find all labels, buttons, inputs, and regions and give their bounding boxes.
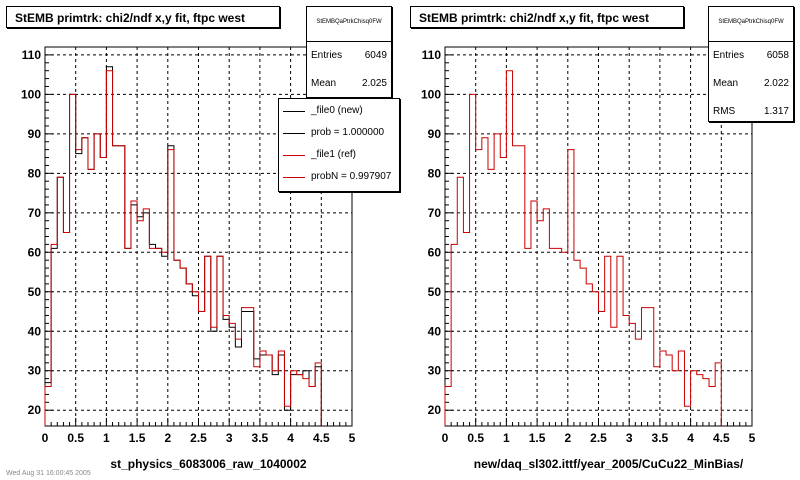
y-tick-label: 90 [428, 127, 442, 141]
x-tick-label: 3.5 [252, 431, 269, 445]
stats-name: StEMBQaPtrkChisq0FW [307, 7, 391, 42]
y-tick-label: 80 [28, 166, 42, 180]
chart-title: StEMB primtrk: chi2/ndf x,y fit, ftpc we… [410, 6, 684, 28]
x-tick-label: 3.5 [652, 431, 669, 445]
y-tick-label: 30 [28, 364, 42, 378]
x-tick-label: 2 [164, 431, 171, 445]
legend: _file0 (new) prob = 1.000000 _file1 (ref… [278, 98, 400, 192]
x-tick-label: 5 [349, 431, 356, 445]
y-tick-label: 20 [28, 403, 42, 417]
histogram-series [444, 70, 722, 426]
stats-rms-label: RMS [713, 106, 736, 117]
x-tick-label: 2.5 [590, 431, 607, 445]
x-tick-label: 2 [564, 431, 571, 445]
x-tick-label: 3 [226, 431, 233, 445]
legend-entry-new: _file0 (new) [279, 103, 399, 119]
stats-mean-label: Mean [311, 78, 337, 89]
x-tick-label: 0.5 [467, 431, 484, 445]
stats-name: StEMBQaPtrkChisq0FW [709, 7, 793, 42]
y-tick-label: 50 [428, 285, 442, 299]
stats-entries-value: 6049 [364, 50, 387, 61]
x-tick-label: 1 [503, 431, 510, 445]
legend-label-ref: _file1 (ref) [311, 149, 357, 160]
y-tick-label: 70 [28, 206, 42, 220]
right-chart-svg: 0 0.5 1 1.5 2 2.5 3 3.5 4 4.5 5 20 30 40 50 60 70 80 90 100… [421, 46, 756, 471]
legend-entry-probn: probN = 0.997907 [279, 169, 399, 185]
stats-box: StEMBQaPtrkChisq0FW Entries 6049 Mean 2.02… [306, 6, 392, 98]
x-tick-label: 2.5 [190, 431, 207, 445]
y-tick-label: 110 [422, 48, 442, 62]
stats-mean-value: 2.025 [361, 78, 387, 89]
y-tick-label: 20 [428, 403, 442, 417]
stats-mean-value: 2.022 [763, 78, 789, 89]
x-tick-label: 4.5 [313, 431, 330, 445]
y-tick-label: 80 [428, 166, 442, 180]
y-tick-label: 90 [28, 127, 42, 141]
legend-label-probn: probN = 0.997907 [311, 171, 392, 182]
x-tick-label: 0.5 [67, 431, 84, 445]
y-tick-label: 60 [428, 245, 442, 259]
stats-box: StEMBQaPtrkChisq0FW Entries 6058 Mean 2.02… [708, 6, 794, 122]
stats-entries-value: 6058 [766, 50, 789, 61]
plot-frame [444, 46, 753, 427]
right-chart-panel: StEMB primtrk: chi2/ndf x,y fit, ftpc we… [400, 0, 800, 480]
y-tick-label: 60 [28, 245, 42, 259]
legend-label-prob: prob = 1.000000 [311, 127, 385, 138]
y-tick-label: 50 [28, 285, 42, 299]
x-tick-label: 4 [687, 431, 694, 445]
legend-label-new: _file0 (new) [311, 105, 363, 116]
stats-entries-label: Entries [311, 50, 343, 61]
x-tick-label: 0 [42, 431, 49, 445]
stats-mean-label: Mean [713, 78, 739, 89]
x-tick-label: 4.5 [713, 431, 730, 445]
stats-rms-value: 1.317 [763, 106, 789, 117]
x-tick-label: 3 [626, 431, 633, 445]
legend-entry-ref: _file1 (ref) [279, 147, 399, 163]
footer-timestamp: Wed Aug 31 16:00:45 2005 [6, 470, 91, 477]
y-tick-label: 40 [428, 324, 442, 338]
x-axis-label: st_physics_6083006_raw_1040002 [110, 457, 306, 471]
x-tick-label: 1.5 [129, 431, 146, 445]
x-tick-label: 0 [442, 431, 449, 445]
chart-title: StEMB primtrk: chi2/ndf x,y fit, ftpc we… [6, 6, 280, 28]
x-tick-label: 1.5 [529, 431, 546, 445]
x-tick-label: 1 [103, 431, 110, 445]
y-tick-label: 100 [21, 87, 41, 101]
y-tick-label: 30 [428, 364, 442, 378]
x-tick-label: 5 [749, 431, 756, 445]
legend-entry-prob: prob = 1.000000 [279, 125, 399, 141]
y-tick-label: 100 [421, 87, 441, 101]
left-chart-panel: StEMB primtrk: chi2/ndf x,y fit, ftpc we… [6, 6, 400, 471]
x-tick-label: 4 [287, 431, 294, 445]
y-tick-label: 40 [28, 324, 42, 338]
histogram-series [44, 70, 322, 426]
y-tick-label: 110 [22, 48, 42, 62]
stats-entries-label: Entries [713, 50, 745, 61]
x-axis-label: new/daq_sl302.ittf/year_2005/CuCu22_MinB… [474, 457, 744, 471]
y-tick-label: 70 [428, 206, 442, 220]
